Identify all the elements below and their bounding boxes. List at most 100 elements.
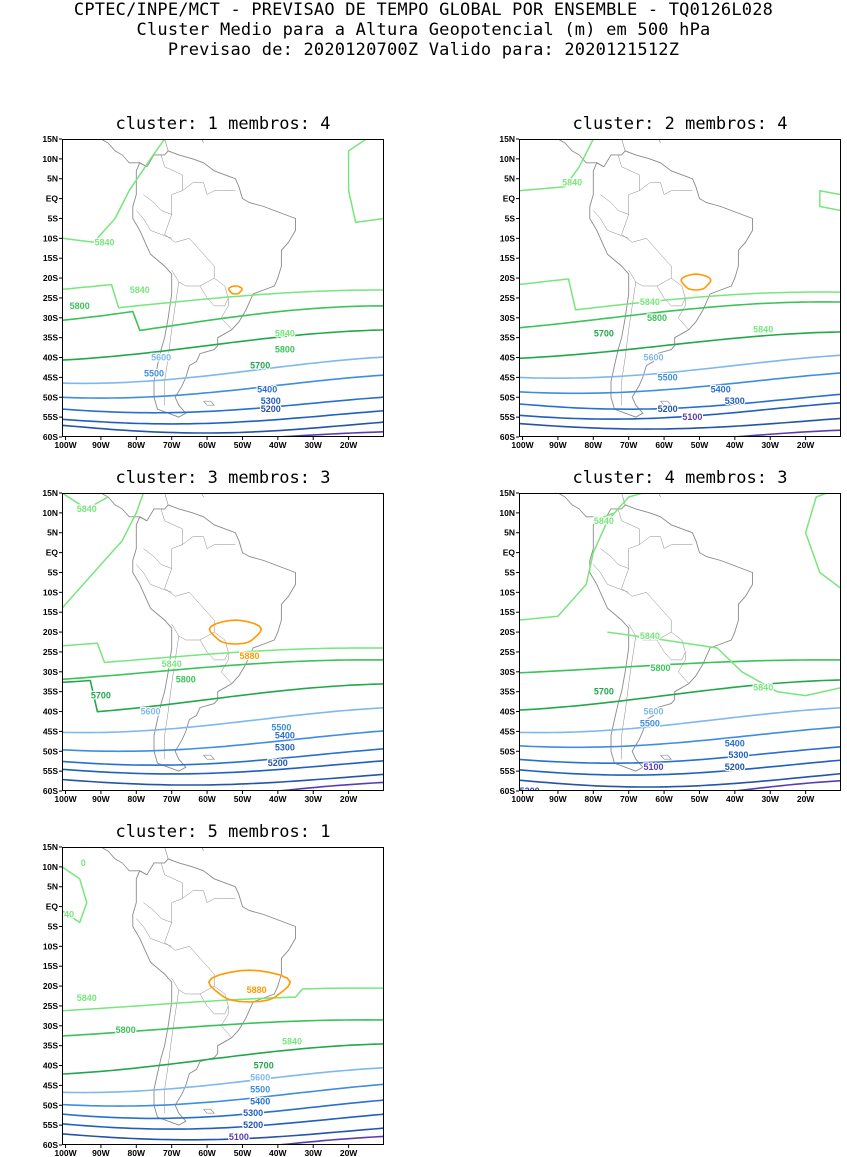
lat-label: 45S: [43, 1080, 58, 1090]
falkland-islands: [660, 400, 672, 406]
contour-5400: [519, 746, 841, 764]
contour-5600: [62, 1066, 384, 1094]
header-line-2: Cluster Medio para a Altura Geopotencial…: [136, 20, 711, 40]
lat-label: 5S: [48, 214, 59, 224]
contour-label: 5100: [229, 1132, 249, 1142]
contour-label: 5840: [640, 631, 660, 641]
contour-label: 5100: [682, 412, 702, 422]
contour-label: 5700: [594, 687, 614, 697]
lat-label: 30S: [500, 313, 515, 323]
contour-5600: [519, 354, 841, 379]
lat-label: 5N: [47, 174, 58, 184]
lat-label: EQ: [46, 902, 59, 912]
contour-5600: [519, 706, 841, 734]
country-border: [182, 890, 236, 903]
contour-label: 5600: [151, 353, 171, 363]
country-border: [639, 182, 693, 195]
lon-label: 60W: [198, 1148, 216, 1157]
lat-label: 60S: [500, 786, 515, 796]
country-border: [600, 194, 629, 215]
contour-5840: [519, 493, 644, 621]
lon-label: 30W: [304, 440, 322, 450]
country-border: [160, 862, 183, 923]
contour-label: 5800: [70, 301, 90, 311]
contour-5200: [62, 773, 384, 786]
lon-label: 40W: [726, 440, 744, 450]
lon-label: 100W: [511, 794, 534, 804]
panel-1-map: 5840 5840 5800 5840 5800 5700 5600 5500 5400 5300…: [42, 134, 384, 450]
lat-label: 5N: [47, 882, 58, 892]
lat-label: 35S: [43, 333, 58, 343]
contour-5400: [519, 393, 841, 410]
lat-label: 20S: [43, 981, 58, 991]
contour-5880: [208, 969, 292, 1003]
lat-label: 15S: [43, 961, 58, 971]
contour-5700: [62, 679, 384, 713]
coastline: [132, 858, 296, 1126]
lat-label: 35S: [43, 1041, 58, 1051]
lat-label: 55S: [43, 766, 58, 776]
lat-label: EQ: [46, 548, 59, 558]
header-line-1: CPTEC/INPE/MCT - PREVISAO DE TEMPO GLOBA…: [73, 0, 774, 20]
contour-5200: [519, 772, 841, 788]
lat-label: 5N: [47, 528, 58, 538]
contour-5700: [519, 679, 841, 711]
lat-label: 30S: [500, 667, 515, 677]
contour-label: 5700: [91, 691, 111, 701]
coastline: [132, 504, 296, 772]
contour-label: 5400: [725, 738, 745, 748]
contour-label: 5600: [643, 707, 663, 717]
lat-label: 40S: [500, 353, 515, 363]
lon-label: 80W: [128, 794, 146, 804]
contour-5880: [227, 285, 243, 295]
country-border: [164, 214, 215, 287]
contour-5840: [62, 139, 166, 244]
country-border: [617, 154, 640, 215]
lon-label: 90W: [92, 1148, 110, 1157]
country-border: [136, 564, 172, 593]
country-border: [593, 564, 629, 593]
contour-5800: [62, 659, 384, 681]
lat-label: 5S: [505, 568, 516, 578]
lon-label: 20W: [340, 794, 358, 804]
contour-5840: [62, 987, 384, 1012]
lon-label: 70W: [163, 794, 181, 804]
lat-label: 10N: [499, 508, 515, 518]
lat-label: 40S: [43, 353, 58, 363]
contour-label: 5400: [257, 384, 277, 394]
coastline: [589, 504, 753, 772]
lat-label: 45S: [500, 372, 515, 382]
lat-label: 40S: [43, 1061, 58, 1071]
lat-label: 60S: [500, 432, 515, 442]
map-background: [519, 139, 841, 437]
contour-5840: [519, 139, 594, 192]
contour-5500: [519, 726, 841, 749]
country-border: [617, 508, 640, 569]
contour-5400: [62, 748, 384, 766]
panel-2-map: 5840 5840 5840 5800 5700 5600 5500 5400 5300 5200…: [499, 134, 841, 450]
lat-label: 25S: [43, 1001, 58, 1011]
lat-label: 55S: [500, 766, 515, 776]
lon-label: 60W: [655, 440, 673, 450]
lat-label: 10S: [500, 233, 515, 243]
contour-5840: [519, 278, 841, 311]
lon-label: 60W: [198, 440, 216, 450]
country-border: [164, 568, 215, 641]
lon-label: 70W: [620, 440, 638, 450]
panel-4-map: 5840584058405800584057005600550054005300…: [499, 488, 841, 804]
contour-5400: [62, 1099, 384, 1120]
contour-5800: [62, 305, 384, 332]
country-border: [143, 194, 172, 215]
contour-5840: [804, 493, 841, 589]
lat-label: 40S: [500, 707, 515, 717]
lat-label: 50S: [43, 392, 58, 402]
contour-label: 5800: [116, 1025, 136, 1035]
lat-label: 55S: [500, 412, 515, 422]
country-border: [160, 508, 183, 569]
contour-5500: [62, 730, 384, 753]
lat-label: 10N: [42, 154, 58, 164]
country-border: [677, 651, 689, 684]
country-border: [164, 989, 180, 1114]
lat-label: 15S: [43, 253, 58, 263]
contour-label: 5600: [140, 707, 160, 717]
